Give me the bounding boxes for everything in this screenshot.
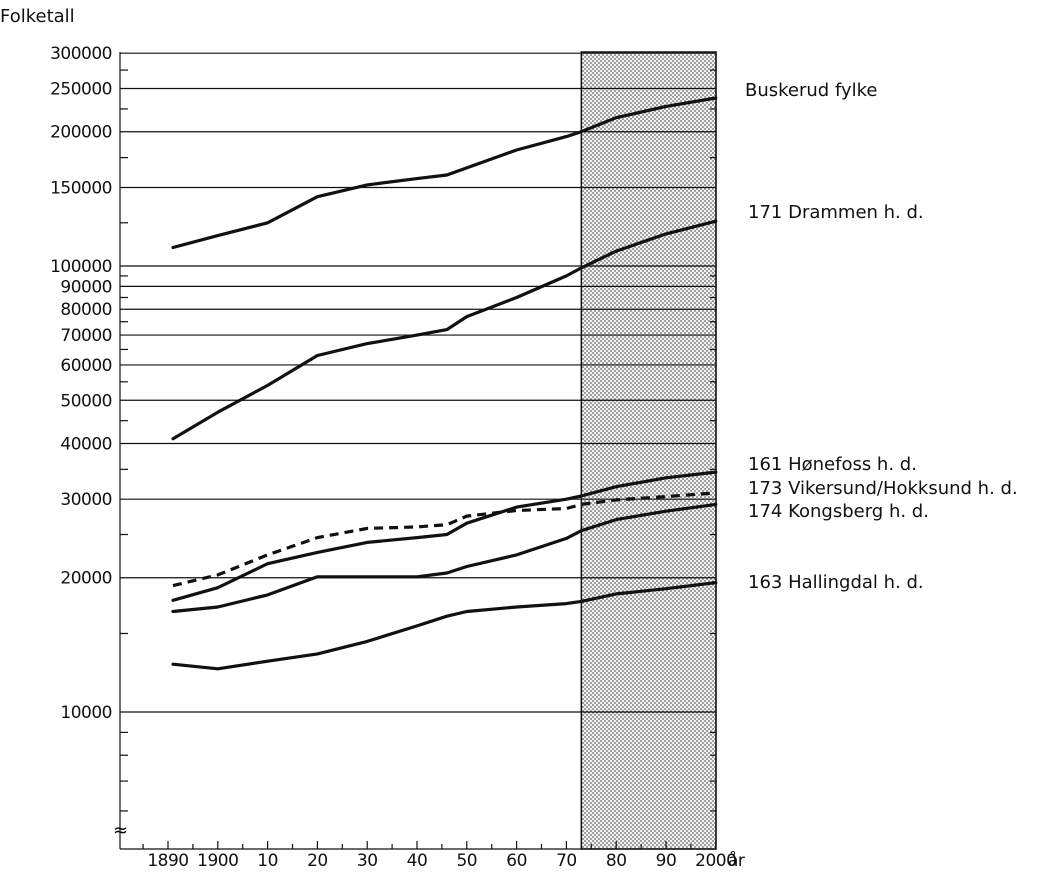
x-tick-label: 1900 (197, 851, 238, 871)
x-tick-label: 2000 (695, 851, 736, 871)
y-tick-label: 50000 (60, 391, 112, 411)
series-label: 163 Hallingdal h. d. (748, 572, 924, 593)
series-lines (171, 96, 718, 671)
y-tick-label: 150000 (50, 178, 112, 198)
y-axis-title: Folketall (0, 6, 75, 27)
x-tick-label: 30 (357, 851, 378, 871)
series-label: 173 Vikersund/Hokksund h. d. (748, 478, 1018, 499)
y-tick-label: 30000 (60, 490, 112, 510)
series-label: 171 Drammen h. d. (748, 202, 924, 223)
y-tick-label: 300000 (50, 44, 112, 64)
y-tick-label: 20000 (60, 569, 112, 589)
x-tick-label: 20 (307, 851, 328, 871)
x-axis-title: år (728, 850, 745, 871)
series-line (171, 581, 718, 671)
projection-shaded-region (580, 51, 717, 850)
y-tick-label: 90000 (60, 277, 112, 297)
series-label: Buskerud fylke (745, 80, 877, 101)
y-tick-label: 100000 (50, 257, 112, 277)
series-line (171, 470, 718, 602)
y-tick-label: 80000 (60, 300, 112, 320)
series-label: 174 Kongsberg h. d. (748, 501, 929, 522)
series-line (171, 96, 718, 250)
axis-break-mark: ≈ (113, 820, 128, 841)
series-label: 161 Hønefoss h. d. (748, 454, 917, 475)
series-line (171, 219, 718, 441)
x-tick-label: 90 (656, 851, 677, 871)
y-tick-label: 40000 (60, 434, 112, 454)
y-tick-label: 70000 (60, 326, 112, 346)
y-tick-label: 250000 (50, 80, 112, 100)
x-axis-ticks: 1890 1900 10 20 30 40 50 60 70 80 90 2000 (142, 841, 737, 871)
x-tick-label: 70 (556, 851, 577, 871)
y-tick-label: 200000 (50, 123, 112, 143)
series-line (172, 491, 716, 588)
x-tick-label: 50 (456, 851, 477, 871)
y-tick-label: 10000 (60, 703, 112, 723)
x-tick-label: 60 (506, 851, 527, 871)
series-labels: Buskerud fylke 171 Drammen h. d. 161 Hønef… (745, 80, 1018, 593)
x-tick-label: 40 (407, 851, 428, 871)
series-line (171, 502, 718, 614)
y-tick-label: 60000 (60, 356, 112, 376)
x-tick-label: 80 (606, 851, 627, 871)
x-tick-label: 1890 (147, 851, 188, 871)
x-tick-label: 10 (257, 851, 278, 871)
